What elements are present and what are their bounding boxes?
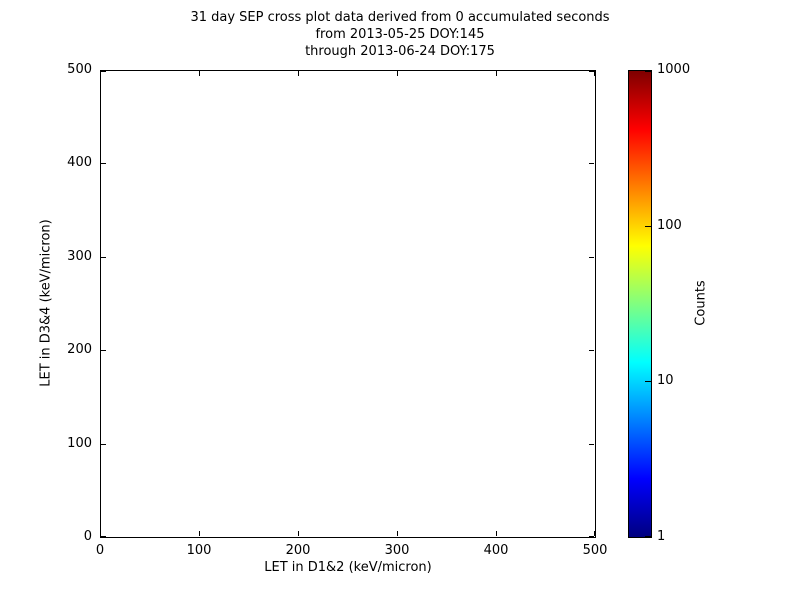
x-tick-mark-top: [496, 71, 497, 76]
y-tick-label: 400: [67, 155, 92, 170]
plot-title-line1: 31 day SEP cross plot data derived from …: [190, 10, 610, 25]
plot-area: [100, 70, 596, 538]
x-tick-label: 0: [95, 543, 105, 558]
y-axis-label: LET in D3&4 (keV/micron): [38, 219, 54, 387]
y-tick-mark-right: [589, 444, 594, 445]
y-tick-mark-right: [589, 257, 594, 258]
y-tick-mark: [101, 536, 106, 537]
x-axis-label: LET in D1&2 (keV/micron): [264, 560, 432, 575]
x-tick-label: 300: [384, 543, 410, 558]
colorbar-tick-label: 100: [657, 218, 682, 233]
x-tick-mark: [397, 531, 398, 536]
x-tick-mark: [298, 531, 299, 536]
x-tick-mark-top: [397, 71, 398, 76]
y-tick-mark-right: [589, 71, 594, 72]
x-tick-mark: [496, 531, 497, 536]
y-tick-label: 200: [67, 342, 92, 357]
x-tick-mark-top: [100, 71, 101, 76]
colorbar-gradient: [628, 70, 652, 538]
y-tick-label: 300: [67, 249, 92, 264]
y-tick-mark-right: [589, 350, 594, 351]
plot-title-line2: from 2013-05-25 DOY:145: [315, 27, 485, 42]
y-tick-label: 100: [67, 436, 92, 451]
x-tick-mark-top: [594, 71, 595, 76]
plot-title-line3: through 2013-06-24 DOY:175: [305, 44, 495, 59]
colorbar-tick-mark: [645, 226, 651, 227]
x-tick-label: 100: [186, 543, 212, 558]
y-tick-mark-right: [589, 536, 594, 537]
x-tick-label: 400: [483, 543, 509, 558]
colorbar-tick-label: 1000: [657, 62, 691, 77]
y-tick-mark: [101, 350, 106, 351]
x-tick-mark: [199, 531, 200, 536]
colorbar-tick-mark: [645, 71, 651, 72]
x-tick-label: 500: [582, 543, 608, 558]
y-tick-mark: [101, 163, 106, 164]
colorbar-axis-label: Counts: [693, 280, 709, 326]
colorbar-tick-mark: [645, 536, 651, 537]
x-tick-mark-top: [199, 71, 200, 76]
x-tick-mark-top: [298, 71, 299, 76]
y-tick-label: 0: [83, 529, 92, 544]
y-tick-mark: [101, 71, 106, 72]
y-tick-mark: [101, 444, 106, 445]
y-tick-mark-right: [589, 163, 594, 164]
x-tick-label: 200: [285, 543, 311, 558]
y-tick-mark: [101, 257, 106, 258]
colorbar-tick-label: 10: [657, 373, 674, 388]
x-tick-mark: [100, 531, 101, 536]
colorbar-tick-label: 1: [657, 529, 666, 544]
y-tick-label: 500: [67, 62, 92, 77]
colorbar-tick-mark: [645, 381, 651, 382]
x-tick-mark: [594, 531, 595, 536]
